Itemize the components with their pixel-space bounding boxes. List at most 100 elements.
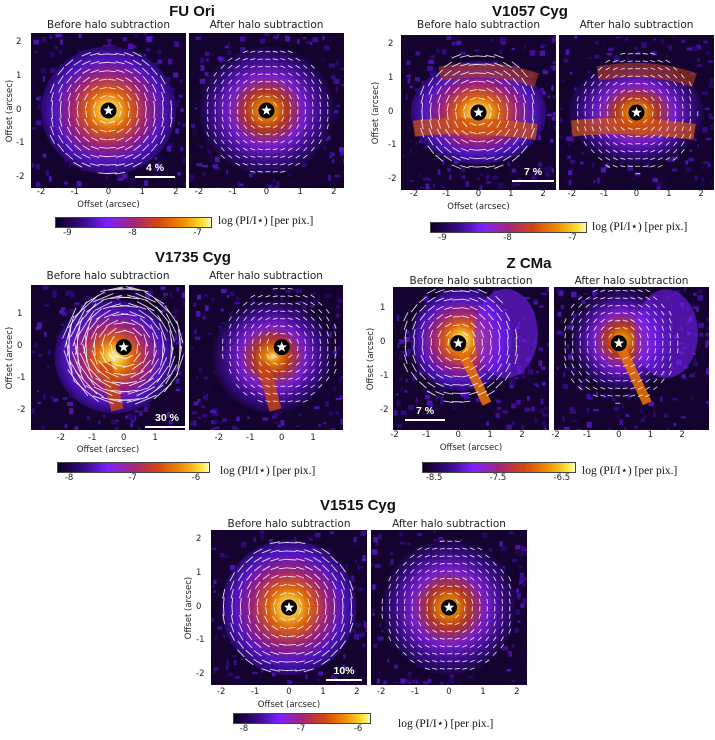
polarization-vector — [571, 348, 574, 354]
polarization-vector — [287, 147, 293, 151]
polarization-vector — [114, 364, 127, 368]
x-tick-label: 0 — [633, 189, 640, 199]
polarization-vector — [90, 324, 99, 339]
polarization-vector — [235, 155, 241, 159]
polarization-vector — [395, 576, 399, 582]
polarization-vector — [657, 149, 663, 153]
polarization-vector — [460, 79, 469, 84]
polarization-vector — [646, 325, 650, 331]
polarization-vector — [214, 94, 217, 100]
polarization-vector — [257, 73, 263, 76]
polarization-vector — [436, 314, 444, 320]
polarization-vector — [492, 636, 497, 642]
polarization-vector — [257, 80, 263, 83]
polarization-vector — [124, 162, 134, 167]
polarization-vector — [84, 118, 89, 126]
polarization-vector — [116, 69, 125, 73]
polarization-vector — [257, 171, 263, 173]
polarization-vector — [334, 361, 337, 367]
polarization-vector — [318, 131, 322, 137]
polarization-vector — [462, 562, 468, 566]
polarization-vector — [642, 52, 648, 55]
polarization-vector — [324, 615, 328, 624]
polarization-vector — [251, 361, 255, 367]
polarization-vector — [600, 379, 606, 383]
polarization-vector — [126, 93, 132, 101]
polarization-vector — [461, 315, 470, 319]
polarization-vector — [170, 338, 173, 359]
polarization-vector — [627, 82, 633, 85]
polarization-vector — [100, 351, 107, 364]
colorbar — [430, 222, 587, 233]
polarization-vector — [486, 139, 495, 144]
polarization-vector — [530, 128, 535, 138]
polarization-vector — [451, 155, 461, 161]
polarization-vector — [80, 318, 92, 345]
polarization-vector — [454, 577, 460, 580]
polarization-vector — [270, 558, 280, 562]
polarization-vector — [508, 613, 511, 619]
colorbar-tick-label: -6.5 — [553, 473, 571, 483]
polarization-vector — [258, 324, 263, 329]
polarization-vector — [298, 607, 302, 615]
polarization-vector — [673, 74, 678, 79]
polarization-vector — [89, 52, 100, 56]
polarization-vector — [462, 569, 468, 573]
polarization-vector — [436, 77, 443, 86]
polarization-vector — [145, 299, 163, 313]
polarization-vector — [107, 78, 116, 81]
polarization-vector — [326, 124, 329, 130]
polarization-vector — [577, 103, 579, 109]
polarization-vector — [613, 96, 617, 102]
polarization-vector — [288, 124, 293, 130]
polarization-vector — [435, 154, 444, 162]
polarization-vector — [311, 331, 315, 337]
polarization-vector — [598, 81, 603, 86]
polarization-vector — [333, 368, 337, 374]
polarization-vector — [83, 127, 90, 134]
polarization-vector — [279, 575, 288, 578]
polarization-vector — [59, 100, 62, 110]
polarization-vector — [485, 636, 490, 641]
polarization-vector — [469, 569, 475, 573]
polarization-vector — [135, 118, 140, 127]
polarization-vector — [639, 333, 642, 339]
polarization-vector — [404, 328, 408, 339]
polarization-vector — [81, 162, 91, 167]
polarization-vector — [410, 651, 415, 656]
polarization-vector — [115, 61, 125, 65]
polarization-vector — [143, 92, 148, 101]
polarization-vector — [304, 549, 314, 554]
polarization-vector — [650, 82, 656, 86]
polarization-vector — [213, 139, 217, 145]
polarization-vector — [613, 89, 618, 94]
polarization-vector — [462, 644, 468, 648]
polarization-vector — [622, 290, 628, 292]
panel-title: V1057 Cyg — [492, 3, 568, 20]
polarization-vector — [128, 302, 147, 310]
polarization-vector — [136, 101, 139, 110]
polarization-vector — [512, 137, 519, 146]
polarization-vector — [220, 139, 225, 145]
polarization-vector — [627, 165, 633, 167]
polarization-vector — [621, 103, 625, 109]
polarization-vector — [612, 164, 618, 168]
polarization-vector — [126, 396, 149, 403]
polarization-vector — [531, 102, 534, 113]
polarization-vector — [630, 319, 636, 323]
polarization-vector — [598, 156, 603, 161]
polarization-vector — [444, 314, 453, 319]
polarization-vector — [330, 556, 339, 564]
polarization-vector — [620, 157, 626, 160]
polarization-vector — [151, 135, 158, 144]
colorbar — [57, 462, 210, 473]
polarization-vector — [258, 369, 263, 374]
polarization-vector — [74, 342, 82, 372]
polarization-vector — [229, 572, 235, 582]
polarization-vector — [419, 372, 427, 380]
polarization-vector — [469, 140, 478, 143]
polarization-vector — [435, 297, 445, 302]
polarization-vector — [436, 364, 444, 371]
polarization-vector — [403, 591, 406, 597]
scale-bar: 30 % — [145, 412, 189, 428]
